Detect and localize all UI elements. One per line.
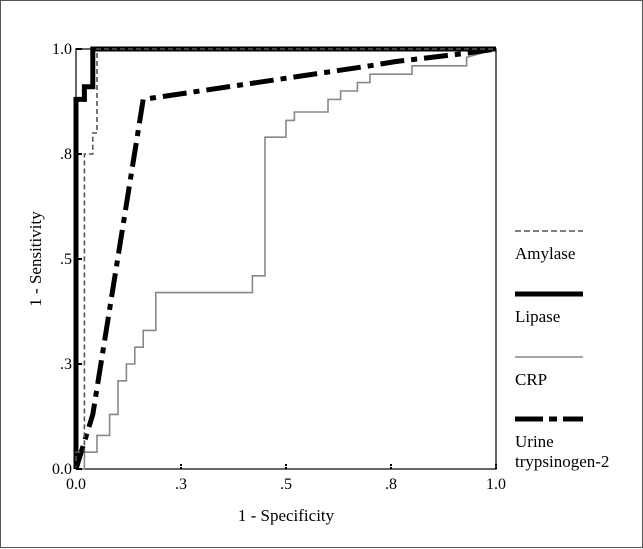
x-tick-label: 0.0 xyxy=(66,476,86,493)
y-tick-label: 1.0 xyxy=(52,41,72,58)
y-tick-label: .8 xyxy=(60,146,72,163)
plot-area xyxy=(75,48,497,470)
legend: Amylase Lipase CRP Urine trypsinogen-2 xyxy=(515,230,609,471)
y-tick-label: .3 xyxy=(60,356,72,373)
y-axis-title: 1 - Sensitivity xyxy=(26,211,45,307)
series-line-lipase xyxy=(73,46,496,469)
x-tick-label: .8 xyxy=(385,476,397,493)
x-tick-label: .5 xyxy=(280,476,292,493)
series-line-crp xyxy=(76,48,497,470)
ticks-layer: 0.0 .3 .5 .8 1.0 0.0 .3 .5 .8 1.0 xyxy=(52,41,506,493)
x-axis-title: 1 - Specificity xyxy=(238,506,335,525)
y-tick-label: 0.0 xyxy=(52,461,72,478)
legend-label-lipase: Lipase xyxy=(515,307,560,326)
series-layer xyxy=(73,46,497,470)
y-tick-label: .5 xyxy=(60,251,72,268)
x-tick-label: .3 xyxy=(175,476,187,493)
legend-label-amylase: Amylase xyxy=(515,244,575,263)
legend-label-crp: CRP xyxy=(515,370,547,389)
series-line-urine-trypsinogen-2 xyxy=(73,46,497,470)
legend-label-urine-trypsinogen-2: Urine trypsinogen-2 xyxy=(515,432,609,471)
x-tick-label: 1.0 xyxy=(486,476,506,493)
series-line-amylase xyxy=(75,48,496,469)
